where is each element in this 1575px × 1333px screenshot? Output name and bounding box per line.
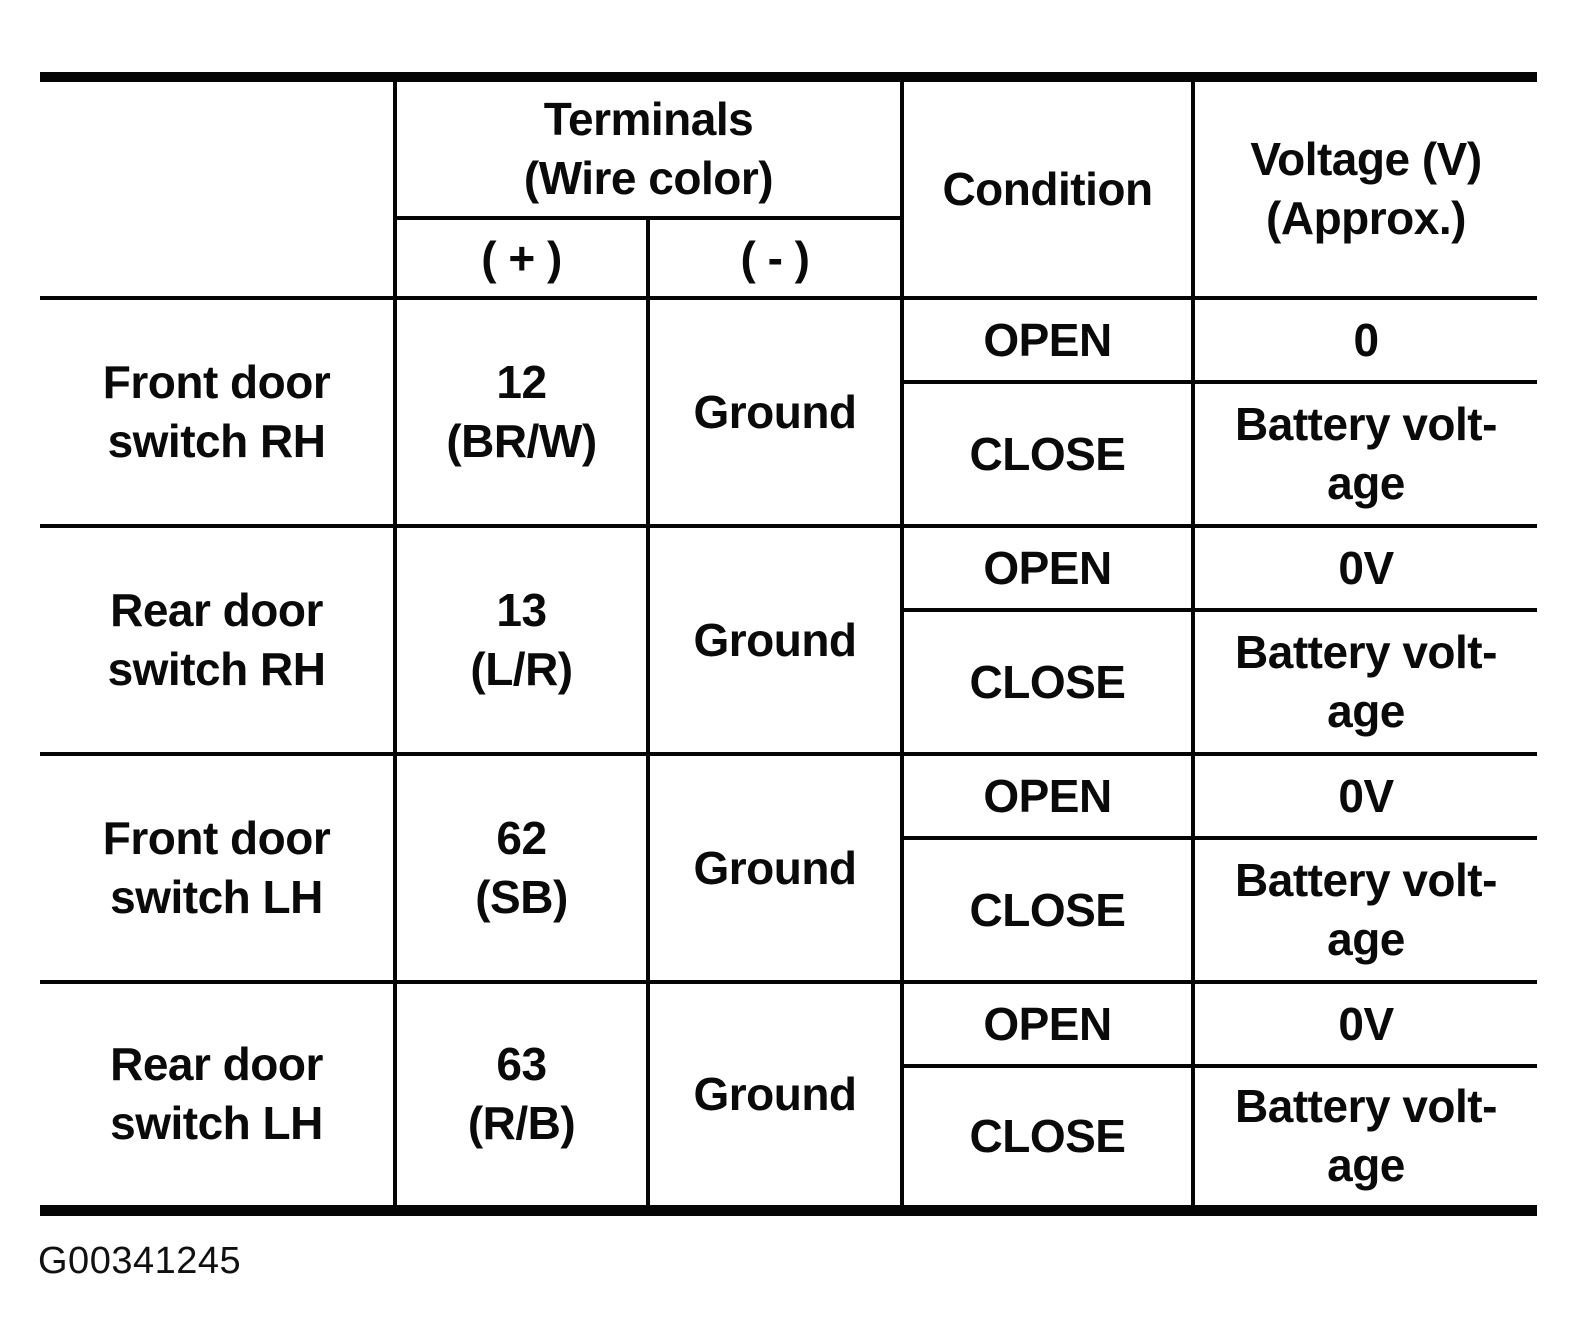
minus-terminal-cell: Ground [646,296,904,528]
voltage-open-cell: 0V [1191,980,1537,1068]
condition-open-cell: OPEN [900,980,1195,1068]
switch-name-cell: Rear door switch LH [40,980,397,1212]
wire-color: (L/R) [470,643,573,695]
switch-name-cell: Front door switch LH [40,752,397,984]
condition-close-cell: CLOSE [900,608,1195,756]
header-row-2: ( + ) ( - ) [40,216,1537,300]
voltage-close-cell: Battery volt- age [1191,836,1537,984]
condition-header-cell: Condition [900,75,1195,300]
condition-open-cell: OPEN [900,524,1195,612]
battery-voltage-line2: age [1327,685,1405,737]
table-row: CLOSE Battery volt- age [40,608,1537,756]
plus-terminal-header-cell: ( + ) [393,216,650,300]
switch-name-line1: Rear door [110,1038,323,1091]
voltage-header-cell: Voltage (V) (Approx.) [1191,75,1537,300]
switch-name-line2: switch RH [107,643,326,695]
battery-voltage-line2: age [1327,457,1405,509]
battery-voltage-line1: Battery volt- [1235,854,1497,907]
terminals-header-line1: Terminals [543,93,754,146]
voltage-open-cell: 0 [1191,296,1537,384]
minus-terminal-cell: Ground [646,524,904,756]
switch-name-cell: Front door switch RH [40,296,397,528]
door-switch-voltage-table: Terminals (Wire color) Condition Voltage… [40,72,1537,1216]
switch-name-line2: switch RH [107,415,326,467]
corner-cell [40,75,397,300]
condition-open-cell: OPEN [900,296,1195,384]
terminal-number: 63 [496,1038,547,1091]
minus-terminal-cell: Ground [646,752,904,984]
terminals-header-cell: Terminals (Wire color) [393,75,904,220]
plus-terminal-cell: 63 (R/B) [393,980,650,1212]
wire-color: (R/B) [467,1097,576,1150]
minus-terminal-cell: Ground [646,980,904,1212]
condition-close-cell: CLOSE [900,1064,1195,1212]
switch-name-cell: Rear door switch RH [40,524,397,756]
minus-terminal-header-cell: ( - ) [646,216,904,300]
table-row: Front door switch RH 12 (BR/W) Ground OP… [40,296,1537,528]
header-row-1: Terminals (Wire color) Condition Voltage… [40,75,1537,300]
terminals-header-line2: (Wire color) [523,152,774,204]
plus-terminal-cell: 13 (L/R) [393,524,650,756]
battery-voltage-line2: age [1327,913,1405,965]
switch-name-line2: switch LH [110,1097,323,1150]
table-row: Rear door switch LH 63 (R/B) Ground OPEN… [40,980,1537,1212]
battery-voltage-line1: Battery volt- [1235,1080,1497,1133]
plus-terminal-cell: 62 (SB) [393,752,650,984]
battery-voltage-line1: Battery volt- [1235,626,1497,679]
plus-terminal-cell: 12 (BR/W) [393,296,650,528]
switch-name-line2: switch LH [110,871,323,923]
terminal-number: 62 [496,812,547,865]
table-row: Rear door switch RH 13 (L/R) Ground OPEN… [40,524,1537,756]
table-row: CLOSE Battery volt- age [40,836,1537,984]
condition-open-cell: OPEN [900,752,1195,840]
wire-color: (SB) [475,871,568,923]
figure-id-label: G00341245 [38,1240,242,1282]
table-row: Front door switch LH 62 (SB) Ground OPEN… [40,752,1537,984]
table-row: CLOSE Battery volt- age [40,380,1537,528]
switch-name-line1: Front door [102,812,331,865]
voltage-close-cell: Battery volt- age [1191,1064,1537,1212]
switch-name-line1: Rear door [110,584,323,637]
battery-voltage-line2: age [1327,1139,1405,1192]
condition-close-cell: CLOSE [900,836,1195,984]
voltage-close-cell: Battery volt- age [1191,380,1537,528]
terminal-number: 12 [496,356,547,409]
condition-close-cell: CLOSE [900,380,1195,528]
voltage-open-cell: 0V [1191,524,1537,612]
wire-color: (BR/W) [446,415,597,467]
voltage-header-line2: (Approx.) [1266,192,1466,244]
switch-name-line1: Front door [102,356,331,409]
voltage-open-cell: 0V [1191,752,1537,840]
terminal-number: 13 [496,584,547,637]
voltage-close-cell: Battery volt- age [1191,608,1537,756]
voltage-header-line1: Voltage (V) [1250,133,1482,186]
table-row: CLOSE Battery volt- age [40,1064,1537,1212]
battery-voltage-line1: Battery volt- [1235,398,1497,451]
